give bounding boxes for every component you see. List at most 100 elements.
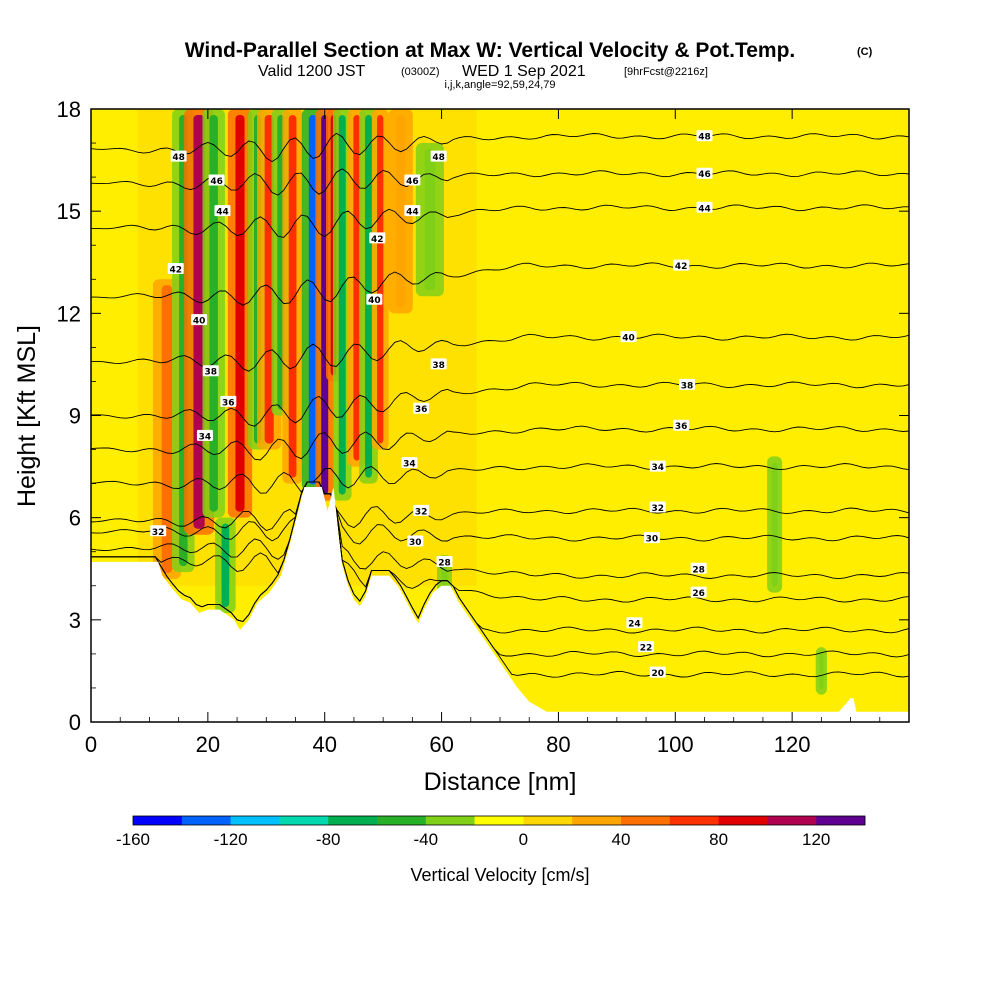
theta-label-left: 36 [413,402,430,415]
theta-label-44: 44 [696,201,713,214]
colorbar-swatch [669,816,719,825]
contour-label-text: 38 [681,381,694,391]
theta-label-left: 36 [220,395,237,408]
contour-label-text: 34 [651,463,664,473]
theta-contour-26 [91,481,909,603]
contour-label-bg [696,130,713,142]
theta-label-46: 46 [696,167,713,180]
colorbar-label: 40 [612,830,631,849]
colorbar-frame [132,815,866,826]
x-tick-label: 120 [774,732,811,757]
theta-label-36: 36 [673,419,690,432]
theta-label-left: 48 [430,150,447,163]
contour-label-text: 38 [205,368,218,378]
y-tick-label: 15 [57,199,81,224]
contour-label-text: 20 [651,669,664,679]
subtitle-utc: (0300Z) [401,66,440,78]
colorbar-swatch [767,816,817,825]
contour-label-text: 36 [675,422,688,432]
vv-band-core [209,115,218,512]
x-tick-label: 20 [196,732,220,757]
contour-label-bg [208,174,225,186]
colorbar-label: 80 [709,830,728,849]
contour-label-bg [404,174,421,186]
theta-label-left: 44 [404,205,421,218]
theta-label-left: 48 [170,150,187,163]
theta-label-32: 32 [649,501,666,514]
contour-label-text: 36 [415,405,428,415]
x-tick-label: 80 [546,732,570,757]
contour-label-text: 48 [698,133,711,143]
theta-contour-24 [91,481,909,634]
vv-band-core [308,115,318,485]
contour-label-bg [366,293,383,305]
theta-label-26: 26 [690,586,707,599]
theta-label-left: 44 [214,205,231,218]
contour-label-text: 46 [210,177,223,187]
y-tick-label: 6 [69,506,81,531]
theta-contour-labels: 20 22 24 26 28 30 32 34 36 38 40 42 44 46 48 32 34 36 38 40… [150,130,713,679]
contour-label-bg [167,263,184,275]
y-tick-label: 3 [69,608,81,633]
contour-label-bg [696,167,713,179]
contour-label-text: 38 [432,361,445,371]
vv-band-core [441,561,448,587]
chart-title: Wind-Parallel Section at Max W: Vertical… [185,39,796,62]
contour-label-bg [690,586,707,598]
contour-label-text: 44 [406,208,419,218]
theta-label-left: 38 [430,358,447,371]
vv-band-core [221,523,230,608]
contour-label-bg [369,232,386,244]
contour-label-text: 48 [432,153,445,163]
colorbar-swatch [181,816,231,825]
contour-label-bg [638,641,655,653]
contour-label-bg [649,460,666,472]
y-tick-label: 0 [69,710,81,735]
colorbar-label: 120 [802,830,830,849]
theta-label-20: 20 [649,666,666,679]
colorbar-swatch [279,816,329,825]
colorbar-swatch [816,816,866,825]
contour-label-text: 42 [371,235,384,245]
vv-band-core [235,115,245,512]
colorbar-swatch [718,816,768,825]
theta-label-30: 30 [643,532,660,545]
theta-label-42: 42 [673,259,690,272]
vv-band-core [396,115,406,308]
colorbar-label: 0 [519,830,528,849]
vv-band-core [161,285,173,573]
velocity-field [137,109,827,695]
contour-label-text: 44 [216,208,229,218]
contour-label-text: 48 [172,153,185,163]
theta-label-left: 42 [167,263,184,276]
contour-label-text: 46 [406,177,419,187]
theta-label-48: 48 [696,130,713,143]
theta-contour-42 [91,262,909,306]
contour-label-text: 32 [651,504,664,514]
contour-label-bg [407,535,424,547]
theta-contour-46 [91,168,909,196]
theta-label-24: 24 [626,617,643,630]
colorbar: -160 -120 -80 -40 0 40 80 120 [116,815,866,849]
vv-band-core [424,149,436,291]
theta-label-34: 34 [649,460,666,473]
subtitle-date: WED 1 Sep 2021 [462,63,586,80]
vv-band-core [264,115,274,444]
theta-contour-30 [91,481,909,545]
contour-label-text: 46 [698,170,711,180]
colorbar-label: -120 [214,830,248,849]
contour-label-bg [436,555,453,567]
vv-band-core [377,115,384,444]
contour-label-text: 24 [628,620,641,630]
x-tick-label: 100 [657,732,694,757]
theta-label-left: 28 [436,555,453,568]
indices-line: i,j,k,angle=92,59,24,79 [444,79,555,91]
contour-label-bg [196,429,213,441]
contour-label-bg [404,205,421,217]
vv-band-core [771,462,778,587]
contour-label-text: 34 [199,432,212,442]
theta-label-28: 28 [690,562,707,575]
theta-contour-34 [91,463,909,494]
contour-label-bg [220,395,237,407]
